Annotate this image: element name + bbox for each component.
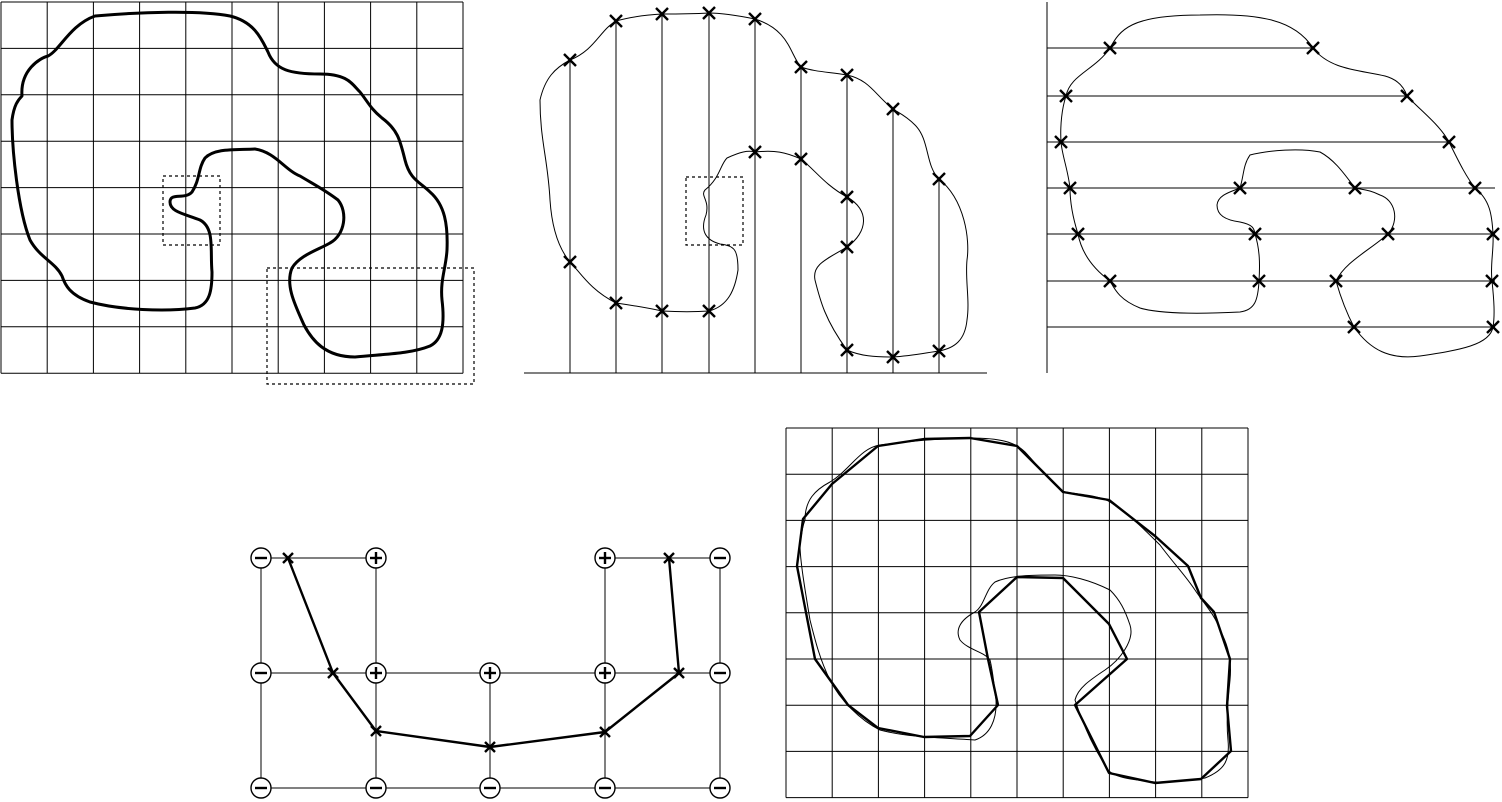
- intersection-marker: [1347, 320, 1361, 334]
- intersection-marker: [932, 344, 946, 358]
- panel-b-zoom-box: [685, 176, 744, 246]
- panel-a-contour: [10, 10, 449, 359]
- negative-node-icon: [709, 547, 731, 569]
- panel-e: [785, 427, 1249, 799]
- intersection-marker: [794, 60, 808, 74]
- intersection-marker: [1468, 181, 1482, 195]
- intersection-marker: [1252, 274, 1266, 288]
- panel-a-zoom-box-large: [266, 267, 475, 385]
- panel-d: [250, 547, 731, 799]
- panel-e-original-contour: [799, 437, 1231, 783]
- intersection-marker: [673, 667, 685, 679]
- intersection-marker: [1485, 274, 1499, 288]
- panel-b-contour: [539, 12, 969, 358]
- intersection-marker: [840, 190, 854, 204]
- intersection-marker: [1071, 227, 1085, 241]
- panel-c: [1046, 2, 1500, 373]
- intersection-marker: [794, 152, 808, 166]
- positive-node-icon: [365, 662, 387, 684]
- panel-b: [524, 6, 987, 374]
- panel-c-contour: [1060, 14, 1495, 358]
- intersection-marker: [748, 145, 762, 159]
- panel-a-grid: [0, 1, 464, 374]
- intersection-marker: [663, 552, 675, 564]
- panel-b-markers: [563, 6, 946, 364]
- intersection-marker: [563, 255, 577, 269]
- negative-node-icon: [250, 777, 272, 799]
- negative-node-icon: [709, 662, 731, 684]
- negative-node-icon: [250, 547, 272, 569]
- negative-node-icon: [479, 777, 501, 799]
- intersection-marker: [327, 667, 339, 679]
- positive-node-icon: [594, 662, 616, 684]
- intersection-marker: [1442, 135, 1456, 149]
- intersection-marker: [840, 68, 854, 82]
- intersection-marker: [1233, 181, 1247, 195]
- intersection-marker: [1486, 320, 1500, 334]
- intersection-marker: [886, 350, 900, 364]
- intersection-marker: [748, 12, 762, 26]
- intersection-marker: [282, 552, 294, 564]
- panel-b-scanlines: [569, 13, 940, 373]
- intersection-marker: [1103, 41, 1117, 55]
- intersection-marker: [609, 296, 623, 310]
- intersection-marker: [1486, 227, 1500, 241]
- panel-e-grid: [785, 427, 1249, 799]
- negative-node-icon: [250, 662, 272, 684]
- intersection-marker: [840, 240, 854, 254]
- panel-c-scanlines: [1047, 47, 1495, 328]
- intersection-marker: [1400, 89, 1414, 103]
- intersection-marker: [1348, 181, 1362, 195]
- positive-node-icon: [479, 662, 501, 684]
- intersection-marker: [655, 7, 669, 21]
- positive-node-icon: [365, 547, 387, 569]
- intersection-marker: [1329, 274, 1343, 288]
- negative-node-icon: [365, 777, 387, 799]
- negative-node-icon: [709, 777, 731, 799]
- intersection-marker: [1063, 181, 1077, 195]
- intersection-marker: [702, 6, 716, 20]
- intersection-marker: [1306, 41, 1320, 55]
- panel-a: [0, 1, 475, 385]
- positive-node-icon: [594, 547, 616, 569]
- panel-c-markers: [1054, 41, 1500, 334]
- intersection-marker: [1381, 227, 1395, 241]
- panel-d-interpolated-path: [286, 557, 681, 749]
- intersection-marker: [599, 726, 611, 738]
- panel-d-intersections: [282, 552, 685, 753]
- intersection-marker: [1248, 227, 1262, 241]
- panel-a-zoom-box-small: [162, 175, 221, 246]
- intersection-marker: [1054, 135, 1068, 149]
- intersection-marker: [609, 14, 623, 28]
- intersection-marker: [702, 304, 716, 318]
- intersection-marker: [886, 102, 900, 116]
- intersection-marker: [655, 304, 669, 318]
- intersection-marker: [563, 53, 577, 67]
- intersection-marker: [1059, 89, 1073, 103]
- intersection-marker: [840, 343, 854, 357]
- intersection-marker: [370, 725, 382, 737]
- panel-e-approx-polygon: [795, 436, 1233, 785]
- intersection-marker: [1103, 274, 1117, 288]
- intersection-marker: [932, 172, 946, 186]
- negative-node-icon: [594, 777, 616, 799]
- intersection-marker: [484, 741, 496, 753]
- panel-d-sign-nodes: [250, 547, 731, 799]
